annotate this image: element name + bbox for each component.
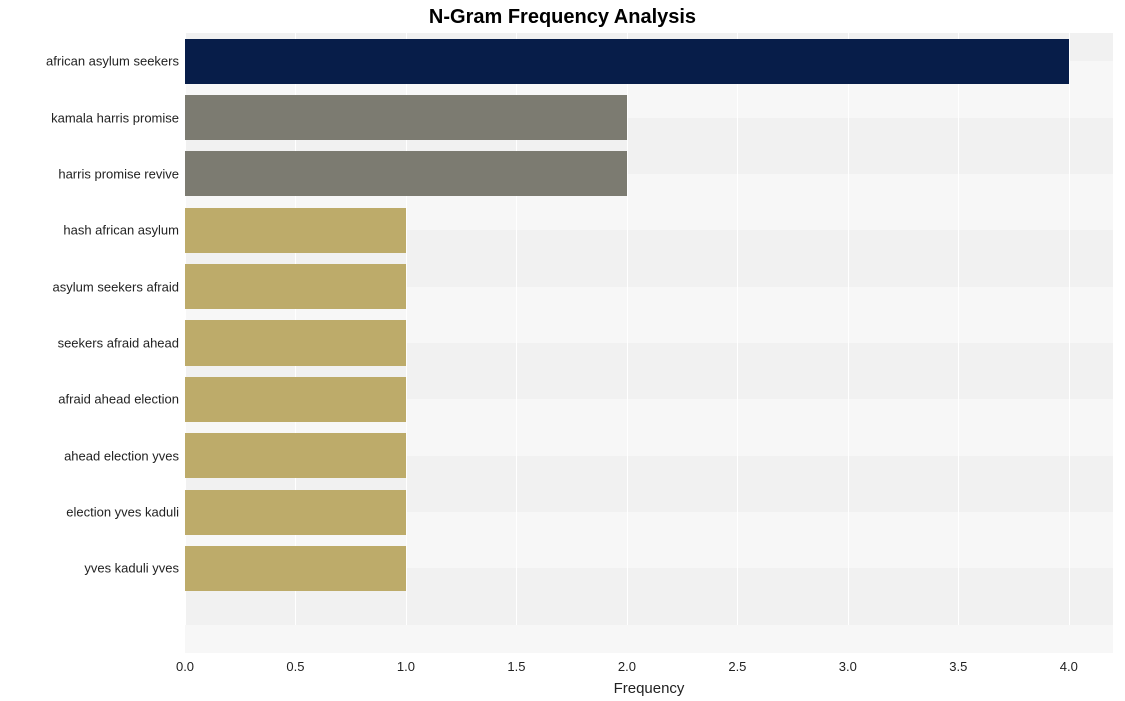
y-category-label: kamala harris promise — [51, 110, 185, 125]
bar — [185, 433, 406, 478]
y-category-label: afraid ahead election — [58, 392, 185, 407]
chart-title: N-Gram Frequency Analysis — [0, 6, 1125, 29]
x-gridline — [848, 33, 849, 653]
y-category-label: harris promise revive — [58, 166, 185, 181]
y-category-label: african asylum seekers — [46, 54, 185, 69]
bar — [185, 490, 406, 535]
y-category-label: seekers afraid ahead — [58, 336, 185, 351]
y-category-label: hash african asylum — [63, 223, 185, 238]
x-tick-label: 1.0 — [397, 653, 415, 674]
bar — [185, 39, 1069, 84]
y-category-label: ahead election yves — [64, 448, 185, 463]
x-tick-label: 2.0 — [618, 653, 636, 674]
plot-area: Frequency 0.00.51.01.52.02.53.03.54.0afr… — [185, 33, 1113, 653]
x-tick-label: 3.5 — [949, 653, 967, 674]
ngram-frequency-chart: N-Gram Frequency Analysis Frequency 0.00… — [0, 0, 1125, 701]
y-category-label: yves kaduli yves — [84, 561, 185, 576]
x-tick-label: 3.0 — [839, 653, 857, 674]
bar — [185, 208, 406, 253]
plot-band — [185, 625, 1113, 653]
x-tick-label: 2.5 — [728, 653, 746, 674]
bar — [185, 95, 627, 140]
x-gridline — [737, 33, 738, 653]
x-gridline — [958, 33, 959, 653]
y-category-label: election yves kaduli — [66, 505, 185, 520]
x-tick-label: 0.0 — [176, 653, 194, 674]
x-tick-label: 4.0 — [1060, 653, 1078, 674]
x-tick-label: 0.5 — [286, 653, 304, 674]
bar — [185, 377, 406, 422]
bar — [185, 320, 406, 365]
y-category-label: asylum seekers afraid — [53, 279, 185, 294]
x-gridline — [1069, 33, 1070, 653]
x-tick-label: 1.5 — [507, 653, 525, 674]
x-gridline — [627, 33, 628, 653]
bar — [185, 264, 406, 309]
bar — [185, 151, 627, 196]
bar — [185, 546, 406, 591]
x-axis-label: Frequency — [185, 680, 1113, 697]
